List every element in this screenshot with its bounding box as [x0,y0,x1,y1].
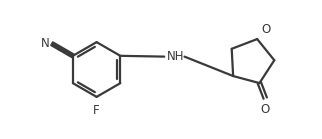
Text: O: O [260,103,270,116]
Text: NH: NH [167,50,184,63]
Text: O: O [261,23,270,36]
Text: N: N [41,37,49,50]
Text: F: F [93,104,100,117]
